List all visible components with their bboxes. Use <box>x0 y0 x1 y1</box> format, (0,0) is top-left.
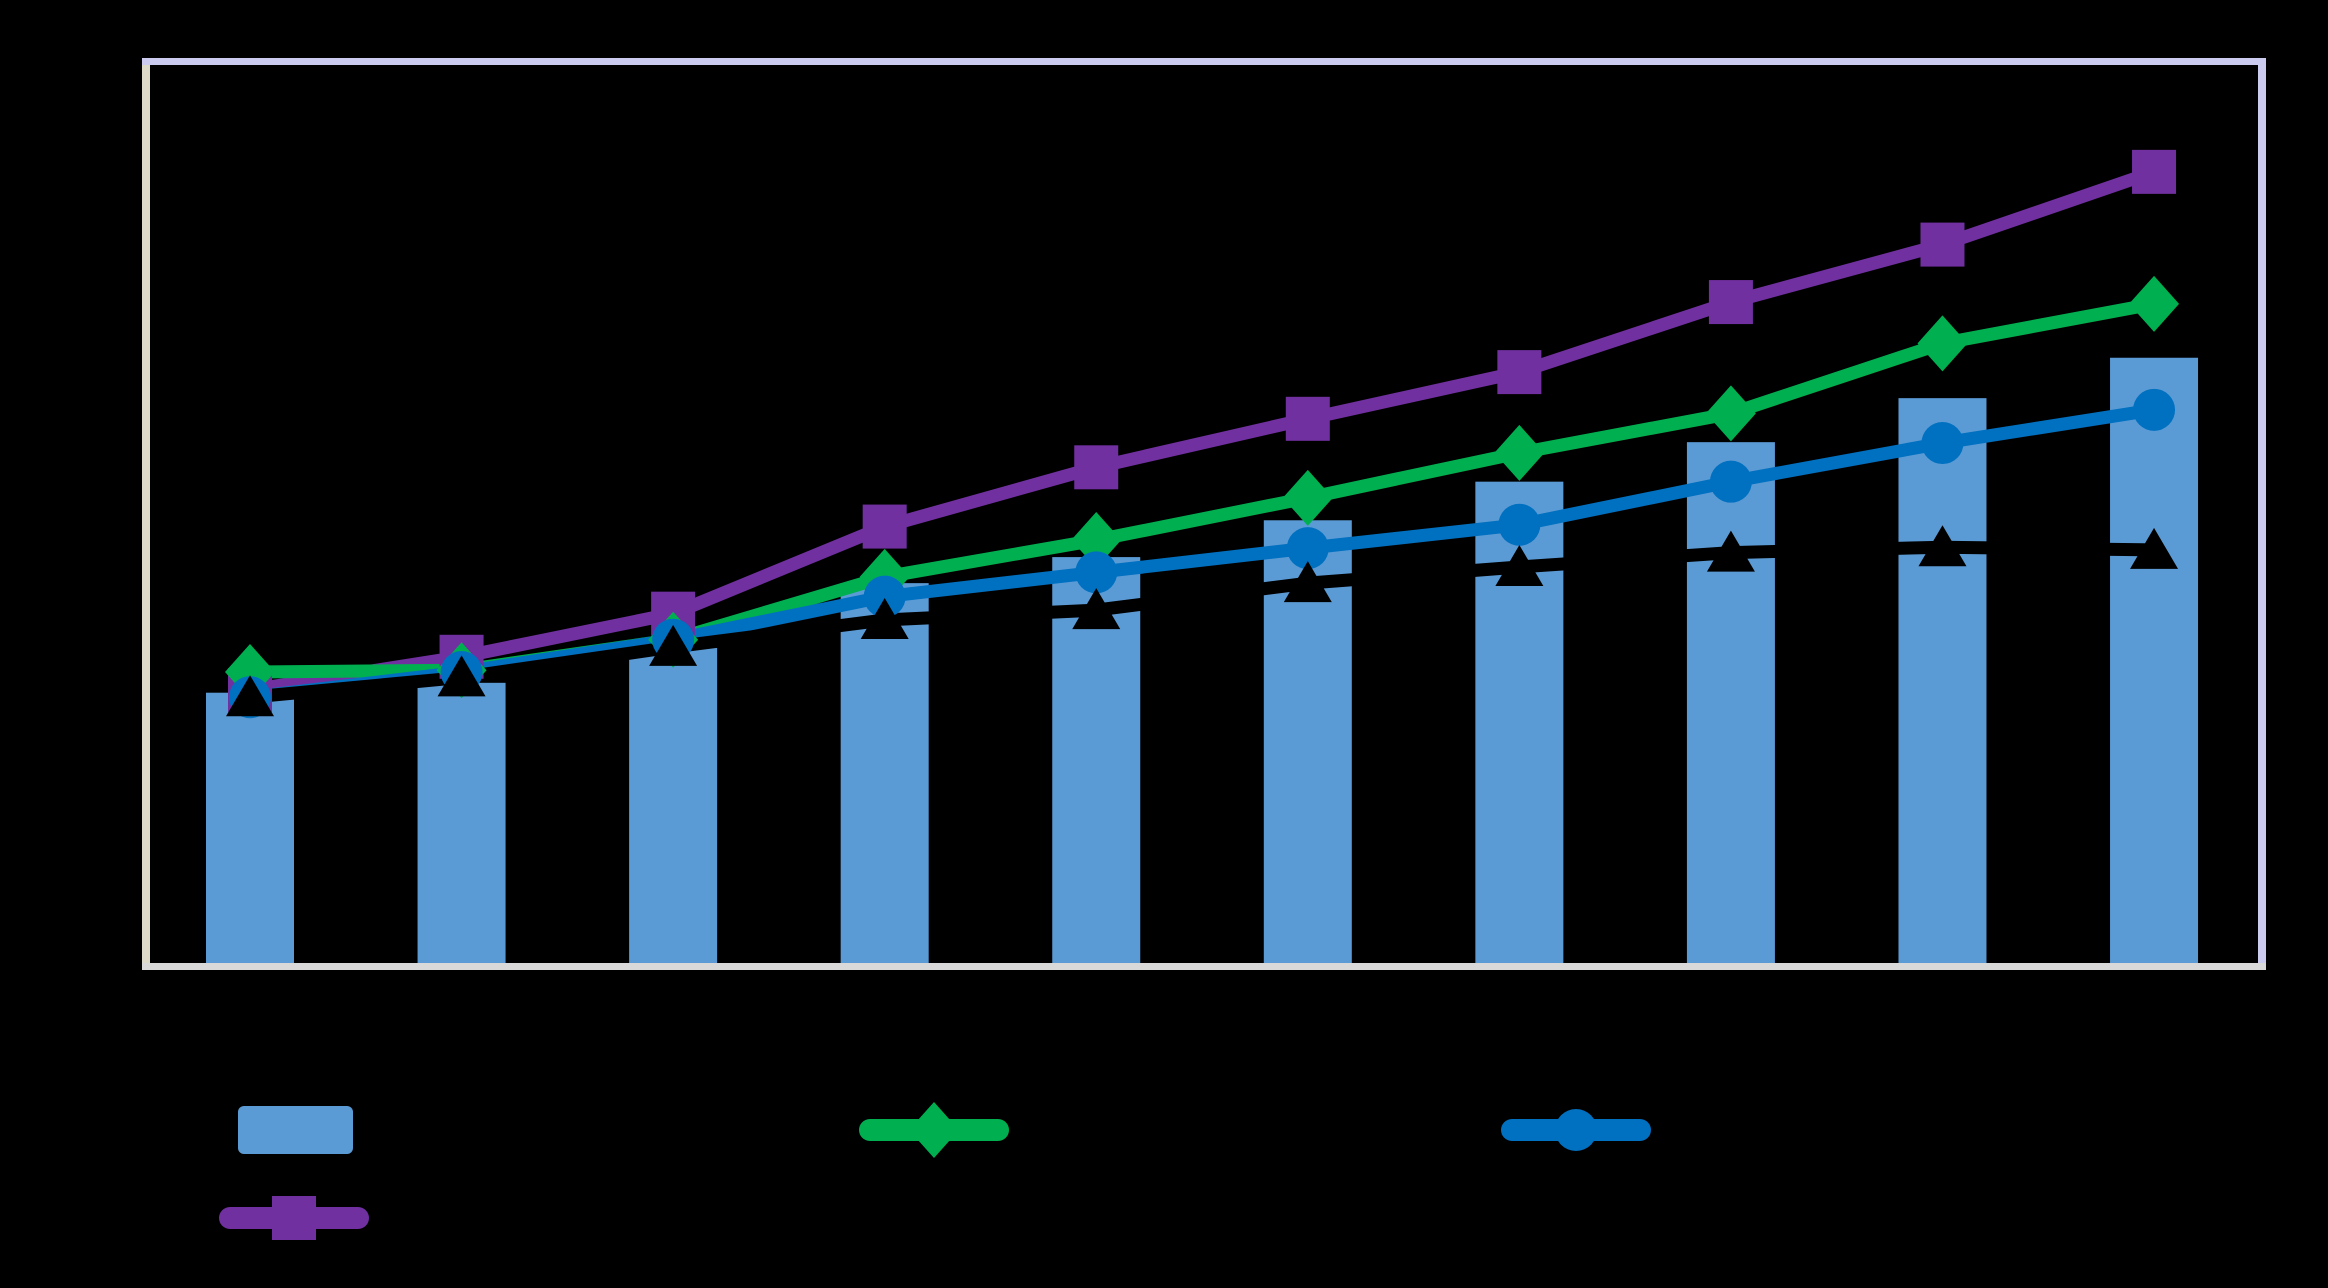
black-line-triangles-marker-5[interactable] <box>1072 588 1121 630</box>
chart-border-right <box>2258 58 2266 970</box>
bar-2[interactable] <box>417 682 506 963</box>
black-line-triangles-marker-6[interactable] <box>1283 561 1332 603</box>
black-line-triangles-marker-1[interactable] <box>226 675 274 717</box>
green-line-diamonds-marker-9[interactable] <box>1917 315 1968 372</box>
bar-1[interactable] <box>206 692 294 963</box>
bar-3[interactable] <box>629 647 718 963</box>
black-line-triangles-marker-8[interactable] <box>1706 530 1755 572</box>
chart-border-top <box>142 58 2266 65</box>
green-line-diamonds-marker-7[interactable] <box>1494 424 1545 481</box>
purple-line-squares-marker-9[interactable] <box>1920 222 1965 267</box>
bar-series-group <box>206 357 2199 964</box>
green-line-diamonds-marker-5[interactable] <box>1071 512 1122 569</box>
bar-8[interactable] <box>1686 442 1775 963</box>
bar-10[interactable] <box>2110 357 2199 963</box>
legend-marker-square[interactable] <box>272 1196 316 1240</box>
darkblue-line-circles-marker-6[interactable] <box>1286 527 1329 570</box>
black-line-triangles-marker-4[interactable] <box>860 597 909 639</box>
darkblue-line-circles-marker-9[interactable] <box>1921 422 1964 465</box>
purple-line-squares-marker-6[interactable] <box>1285 396 1330 441</box>
darkblue-line-circles-marker-5[interactable] <box>1075 551 1118 594</box>
purple-line-squares-marker-4[interactable] <box>862 504 907 549</box>
legend-marker-circle[interactable] <box>1555 1109 1597 1151</box>
marker-group <box>225 149 2180 719</box>
bar-9[interactable] <box>1898 398 1987 964</box>
bar-4[interactable] <box>840 583 929 963</box>
purple-line-squares-line[interactable] <box>248 165 2157 697</box>
darkblue-line-circles-marker-7[interactable] <box>1498 503 1541 546</box>
legend <box>219 1102 1651 1240</box>
black-line-triangles-line[interactable] <box>249 540 2155 704</box>
darkblue-line-circles-marker-8[interactable] <box>1709 460 1752 503</box>
green-line-diamonds-line[interactable] <box>249 297 2156 679</box>
black-line-triangles-marker-10[interactable] <box>2130 527 2179 569</box>
purple-line-squares-marker-5[interactable] <box>1074 445 1119 490</box>
purple-line-squares-marker-7[interactable] <box>1497 350 1542 395</box>
x-axis-line <box>142 963 2266 970</box>
black-line-triangles-marker-7[interactable] <box>1495 544 1544 586</box>
black-line-triangles-marker-2[interactable] <box>437 655 486 697</box>
line-series-group <box>248 165 2157 704</box>
black-line-triangles-marker-9[interactable] <box>1918 525 1967 567</box>
purple-line-squares-marker-10[interactable] <box>2132 149 2177 194</box>
y-axis-line <box>142 65 150 970</box>
darkblue-line-circles-marker-4[interactable] <box>863 575 906 618</box>
green-line-diamonds-marker-10[interactable] <box>2129 275 2180 332</box>
legend-marker-diamond[interactable] <box>909 1102 959 1158</box>
legend-swatch-bar[interactable] <box>238 1106 353 1154</box>
green-line-diamonds-marker-8[interactable] <box>1705 385 1756 442</box>
darkblue-line-circles-marker-10[interactable] <box>2133 388 2176 431</box>
green-line-diamonds-marker-6[interactable] <box>1282 469 1333 526</box>
purple-line-squares-marker-8[interactable] <box>1708 280 1753 325</box>
black-line-triangles-marker-3[interactable] <box>649 624 698 666</box>
